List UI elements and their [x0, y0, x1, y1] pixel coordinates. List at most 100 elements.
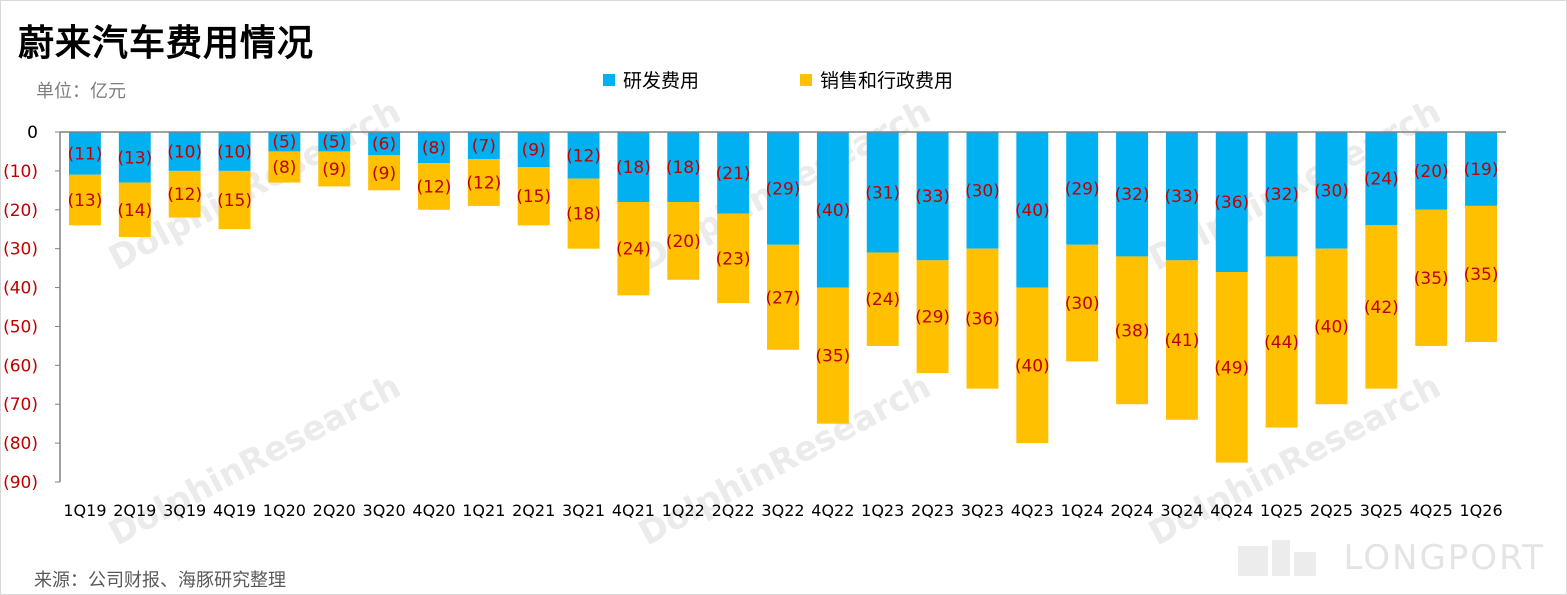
bar-sga [268, 151, 301, 183]
data-label-rd: (18) [666, 158, 701, 178]
bar-rd [1415, 132, 1448, 210]
data-label-rd: (29) [1065, 179, 1100, 199]
bar-rd [467, 132, 500, 160]
bar-sga [418, 163, 450, 210]
x-tick-label: 4Q21 [612, 501, 655, 520]
data-label-rd: (7) [472, 137, 496, 157]
data-label-sga: (13) [67, 191, 102, 211]
data-label-sga: (14) [117, 201, 152, 221]
bar-sga [1465, 205, 1498, 342]
x-tick-label: 2Q19 [113, 501, 156, 520]
data-label-sga: (36) [965, 310, 1000, 330]
bar-sga [168, 170, 201, 218]
x-tick-label: 4Q22 [811, 501, 854, 520]
data-label-sga: (15) [217, 191, 252, 211]
bar-rd [1066, 132, 1099, 245]
bar-rd [916, 132, 949, 261]
bar-rd [1016, 132, 1049, 288]
x-tick-label: 2Q22 [712, 501, 755, 520]
bar-rd [268, 132, 301, 152]
x-tick-label: 1Q19 [63, 501, 106, 520]
data-label-sga: (30) [1065, 294, 1100, 314]
x-tick-label: 3Q25 [1360, 501, 1403, 520]
bar-rd [418, 132, 450, 164]
x-tick-label: 4Q25 [1410, 501, 1453, 520]
x-tick-label: 1Q26 [1459, 501, 1502, 520]
data-label-rd: (36) [1214, 193, 1249, 213]
bar-sga [1116, 256, 1148, 405]
data-label-sga: (35) [1464, 265, 1499, 285]
bar-rd [318, 132, 351, 152]
x-tick-label: 2Q23 [911, 501, 954, 520]
legend-swatch-rd [603, 73, 615, 86]
x-tick-label: 2Q21 [512, 501, 555, 520]
brand-logo-text: LONGPORT [1343, 538, 1545, 578]
bars-layer [68, 132, 1498, 463]
bar-sga [916, 260, 949, 374]
y-tick-label: (30) [3, 240, 38, 260]
data-label-rd: (8) [422, 139, 446, 159]
y-tick-label: (40) [3, 279, 38, 299]
bar-sga [118, 182, 151, 237]
axis-layer: 1Q19 2Q19 3Q19 4Q19 1Q20 2Q20 3Q20 4Q20 1Q21 2Q21… [3, 123, 1506, 520]
bar-sga [667, 202, 700, 280]
bar-sga [318, 151, 351, 187]
data-label-sga: (12) [417, 177, 452, 197]
data-label-rd: (32) [1115, 185, 1150, 205]
data-label-rd: (5) [272, 133, 296, 153]
bar-sga [1315, 248, 1348, 405]
bar-rd [567, 132, 600, 179]
data-label-sga: (23) [716, 249, 751, 269]
x-tick-label: 4Q23 [1011, 501, 1054, 520]
data-label-sga: (35) [1414, 269, 1449, 289]
data-label-rd: (30) [965, 181, 1000, 201]
data-label-sga: (12) [167, 185, 202, 205]
y-tick-label: (80) [3, 434, 38, 454]
bar-sga [567, 178, 600, 249]
watermark-text: DolphinResearch [632, 367, 937, 555]
bar-sga [1215, 272, 1248, 463]
data-label-sga: (44) [1264, 333, 1299, 353]
y-tick-label: (50) [3, 317, 38, 337]
x-tick-label: 3Q22 [761, 501, 804, 520]
data-label-sga: (41) [1164, 331, 1199, 351]
data-label-rd: (13) [117, 148, 152, 168]
x-tick-label: 4Q24 [1210, 501, 1253, 520]
bar-sga [68, 174, 101, 226]
bar-rd [1465, 132, 1498, 206]
data-label-sga: (27) [766, 288, 801, 308]
data-label-sga: (40) [1015, 356, 1050, 376]
bar-rd [68, 132, 101, 175]
data-label-sga: (24) [865, 290, 900, 310]
bar-rd [816, 132, 849, 288]
data-label-rd: (11) [67, 144, 102, 164]
data-label-rd: (20) [1414, 162, 1449, 182]
bar-sga [368, 155, 401, 191]
data-label-rd: (21) [716, 164, 751, 184]
bar-rd [1116, 132, 1148, 257]
x-tick-label: 1Q24 [1061, 501, 1104, 520]
bar-rd [517, 132, 550, 167]
data-label-rd: (30) [1314, 181, 1349, 201]
data-label-rd: (5) [322, 133, 346, 153]
x-tick-label: 2Q20 [313, 501, 356, 520]
y-tick-label: (60) [3, 356, 38, 376]
watermark-text: DolphinResearch [102, 367, 407, 555]
data-label-sga: (8) [272, 158, 296, 178]
bar-rd [168, 132, 201, 171]
data-label-sga: (29) [915, 308, 950, 328]
bar-rd [966, 132, 999, 249]
bar-sga [1016, 287, 1049, 444]
data-label-rd: (9) [522, 141, 546, 161]
bar-rd [767, 132, 799, 245]
bar-rd [667, 132, 700, 202]
x-tick-label: 3Q21 [562, 501, 605, 520]
data-label-rd: (10) [217, 142, 252, 162]
x-tick-label: 4Q19 [213, 501, 256, 520]
bar-sga [517, 167, 550, 226]
bar-rd [118, 132, 151, 183]
data-label-sga: (18) [566, 205, 601, 225]
bar-rd [218, 132, 251, 171]
bar-rd [1315, 132, 1348, 249]
legend-label-sga: 销售和行政费用 [820, 70, 954, 92]
